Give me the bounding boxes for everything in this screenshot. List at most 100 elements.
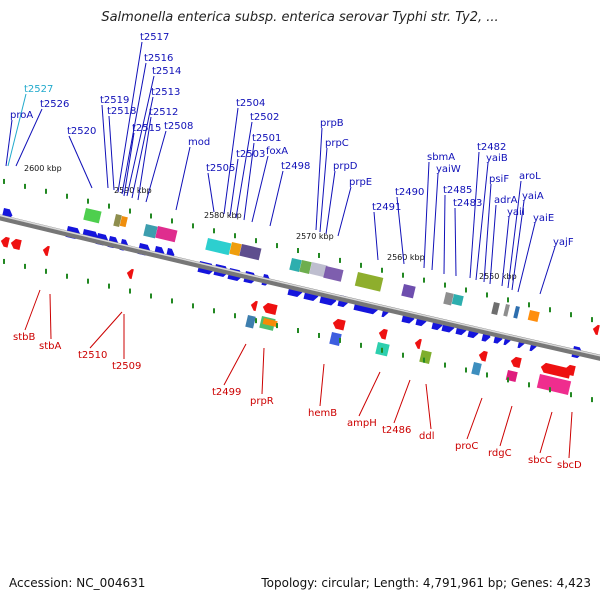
feature-block xyxy=(401,284,416,299)
feature-block xyxy=(205,238,232,256)
gene-label-t2510[interactable]: t2510 xyxy=(78,350,107,361)
leader-line xyxy=(121,62,147,195)
gene-label-sbcC[interactable]: sbcC xyxy=(528,455,552,466)
feature-block xyxy=(229,241,242,256)
genome-backbone xyxy=(0,214,600,361)
gene-label-t2486[interactable]: t2486 xyxy=(382,425,411,436)
gene-label-adrA[interactable]: adrA xyxy=(494,195,518,206)
gene-label-yaiB[interactable]: yaiB xyxy=(486,153,508,164)
gene-label-t2520[interactable]: t2520 xyxy=(67,126,96,137)
accession-text: Accession: NC_004631 xyxy=(9,576,146,590)
gene-label-prpE[interactable]: prpE xyxy=(349,177,372,188)
leader-line xyxy=(539,246,556,295)
gene-label-t2485[interactable]: t2485 xyxy=(443,185,472,196)
leader-line xyxy=(243,142,255,221)
gene-label-sbmA[interactable]: sbmA xyxy=(427,152,455,163)
gene-label-prpB[interactable]: prpB xyxy=(320,118,344,129)
gene-label-t2515[interactable]: t2515 xyxy=(132,123,161,134)
gene-label-t2513[interactable]: t2513 xyxy=(151,87,180,98)
leader-line xyxy=(425,383,432,430)
leader-line xyxy=(269,170,284,227)
gene-label-yajF[interactable]: yajF xyxy=(553,237,574,248)
gene-label-t2509[interactable]: t2509 xyxy=(112,361,141,372)
gene-label-proC[interactable]: proC xyxy=(455,441,478,452)
gene-label-t2483[interactable]: t2483 xyxy=(453,198,482,209)
leader-line xyxy=(539,411,553,454)
gene-label-t2508[interactable]: t2508 xyxy=(164,121,193,132)
gene-label-t2505[interactable]: t2505 xyxy=(206,163,235,174)
reverse-gene-arrow xyxy=(10,238,22,251)
leader-line xyxy=(261,347,265,395)
gene-label-sbcD[interactable]: sbcD xyxy=(557,460,582,471)
leader-line xyxy=(393,379,411,424)
gene-label-t2526[interactable]: t2526 xyxy=(40,99,69,110)
feature-block xyxy=(239,243,262,261)
gene-label-rdgC[interactable]: rdgC xyxy=(488,448,512,459)
gene-label-t2504[interactable]: t2504 xyxy=(236,98,265,109)
gene-label-t2501[interactable]: t2501 xyxy=(252,133,281,144)
gene-label-yaiE[interactable]: yaiE xyxy=(533,213,554,224)
gene-label-proA[interactable]: proA xyxy=(10,110,33,121)
leader-line xyxy=(499,405,513,447)
leader-line xyxy=(101,104,109,189)
gene-label-ampH[interactable]: ampH xyxy=(347,418,377,429)
leader-line xyxy=(137,116,152,201)
gene-label-psiF[interactable]: psiF xyxy=(489,174,509,185)
genome-summary-text: Topology: circular; Length: 4,791,961 bp… xyxy=(261,576,591,590)
gene-label-hemB[interactable]: hemB xyxy=(308,408,337,419)
gene-label-t2490[interactable]: t2490 xyxy=(395,187,424,198)
feature-block xyxy=(419,349,432,364)
reverse-gene-arrow xyxy=(510,356,522,369)
tick-marks xyxy=(3,178,593,403)
leader-line xyxy=(229,158,239,217)
gene-label-t2502[interactable]: t2502 xyxy=(250,112,279,123)
kbp-label-2580: 2580 kbp xyxy=(204,211,242,220)
gene-label-t2517[interactable]: t2517 xyxy=(140,32,169,43)
leader-line xyxy=(358,371,381,417)
gene-label-t2518[interactable]: t2518 xyxy=(107,106,136,117)
gene-label-stbB[interactable]: stbB xyxy=(13,332,35,343)
leader-line xyxy=(489,204,497,285)
kbp-label-2600: 2600 kbp xyxy=(24,164,62,173)
gene-label-t2527[interactable]: t2527 xyxy=(24,84,53,95)
feature-block xyxy=(143,224,158,239)
gene-label-ddl[interactable]: ddl xyxy=(419,431,434,442)
feature-block xyxy=(354,272,384,292)
gene-label-foxA[interactable]: foxA xyxy=(266,146,288,157)
leader-line xyxy=(89,311,123,349)
gene-label-aroL[interactable]: aroL xyxy=(519,171,541,182)
leader-line xyxy=(175,146,191,211)
gene-label-prpC[interactable]: prpC xyxy=(325,138,349,149)
gene-label-t2516[interactable]: t2516 xyxy=(144,53,173,64)
gene-label-stbA[interactable]: stbA xyxy=(39,341,61,352)
feature-block xyxy=(155,225,178,243)
gene-label-t2499[interactable]: t2499 xyxy=(212,387,241,398)
gene-label-t2514[interactable]: t2514 xyxy=(152,66,181,77)
gene-label-yaiI[interactable]: yaiI xyxy=(507,207,525,218)
gene-label-t2512[interactable]: t2512 xyxy=(149,107,178,118)
leader-line xyxy=(315,127,323,231)
feature-block xyxy=(309,262,328,278)
gene-label-t2482[interactable]: t2482 xyxy=(477,142,506,153)
leader-line xyxy=(423,161,430,269)
gene-label-t2498[interactable]: t2498 xyxy=(281,161,310,172)
gene-label-yaiW[interactable]: yaiW xyxy=(436,164,461,175)
gene-label-t2491[interactable]: t2491 xyxy=(372,202,401,213)
feature-block xyxy=(536,374,572,395)
leader-line xyxy=(145,130,167,203)
kbp-markers: 2600 kbp 2590 kbp 2580 kbp 2570 kbp 2560… xyxy=(24,164,517,281)
gene-label-yaiA[interactable]: yaiA xyxy=(522,191,544,202)
leader-line xyxy=(319,147,328,233)
leader-line xyxy=(466,397,483,440)
reverse-gene-arrow xyxy=(126,268,134,280)
label-leader-lines xyxy=(5,41,573,459)
gene-label-mod[interactable]: mod xyxy=(188,137,210,148)
kbp-label-2560: 2560 kbp xyxy=(387,253,425,262)
leader-line xyxy=(223,343,247,386)
gene-label-prpR[interactable]: prpR xyxy=(250,396,274,407)
gene-label-t2519[interactable]: t2519 xyxy=(100,95,129,106)
gene-label-t2503[interactable]: t2503 xyxy=(236,149,265,160)
reverse-gene-arrow xyxy=(378,328,388,340)
gene-label-prpD[interactable]: prpD xyxy=(333,161,358,172)
